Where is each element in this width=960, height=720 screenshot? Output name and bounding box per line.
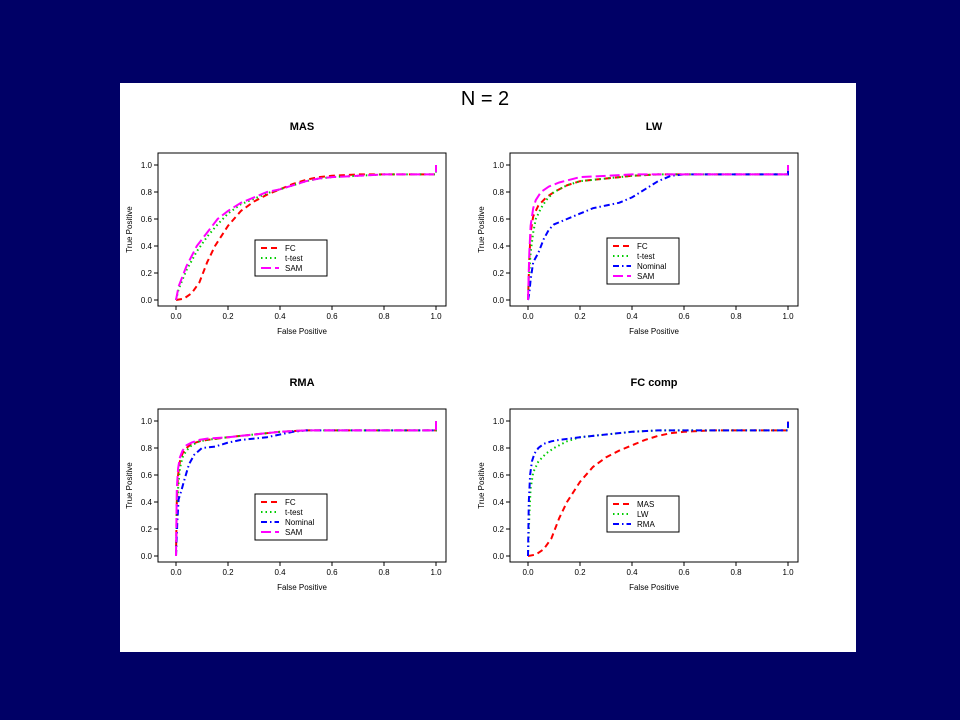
y-axis-label: True Positive <box>477 206 486 253</box>
legend-label: Nominal <box>637 262 667 271</box>
legend-label: FC <box>285 244 296 253</box>
legend-label: Nominal <box>285 518 315 527</box>
y-tick-label: 0.6 <box>141 215 153 224</box>
x-tick-label: 0.8 <box>378 312 390 321</box>
series-line-rma <box>527 421 789 557</box>
y-tick-label: 0.4 <box>141 498 153 507</box>
legend-label: t-test <box>285 508 304 517</box>
x-tick-label: 0.6 <box>678 568 690 577</box>
series-line-t-test <box>527 165 789 301</box>
y-tick-label: 0.4 <box>493 498 505 507</box>
series-line-sam <box>527 165 789 301</box>
series-line-sam <box>175 165 437 301</box>
y-tick-label: 1.0 <box>493 417 505 426</box>
y-axis-label: True Positive <box>125 206 134 253</box>
x-tick-label: 0.2 <box>222 568 234 577</box>
x-tick-label: 0.6 <box>326 568 338 577</box>
plot-frame <box>157 152 447 307</box>
legend-label: FC <box>637 242 648 251</box>
y-tick-label: 0.2 <box>141 269 153 278</box>
legend-label: MAS <box>637 500 654 509</box>
x-tick-label: 0.0 <box>522 312 534 321</box>
legend-label: LW <box>637 510 649 519</box>
figure-title: N = 2 <box>461 88 509 110</box>
legend-label: RMA <box>637 520 655 529</box>
y-tick-label: 0.0 <box>493 296 505 305</box>
x-tick-label: 0.8 <box>730 312 742 321</box>
roc-plot-1: MAS 0.0 0.2 0.4 0.6 0.8 1.0 0.0 0.2 0.4 0.6 0.8 1.0 F… <box>125 121 447 336</box>
x-tick-label: 0.0 <box>170 312 182 321</box>
y-tick-label: 0.8 <box>141 188 153 197</box>
x-tick-label: 1.0 <box>430 568 442 577</box>
x-tick-label: 0.6 <box>678 312 690 321</box>
series-line-mas <box>527 421 789 557</box>
plot-frame <box>509 152 799 307</box>
x-tick-label: 0.6 <box>326 312 338 321</box>
series-line-t-test <box>175 165 437 301</box>
y-tick-label: 0.4 <box>493 242 505 251</box>
plot-title: RMA <box>289 377 314 389</box>
x-tick-label: 0.2 <box>574 568 586 577</box>
x-tick-label: 0.4 <box>626 312 638 321</box>
y-tick-label: 0.0 <box>141 552 153 561</box>
roc-plot-2: LW 0.0 0.2 0.4 0.6 0.8 1.0 0.0 0.2 0.4 0.6 0.8 1.0 Fa… <box>477 121 799 336</box>
plot-title: FC comp <box>630 377 677 389</box>
x-tick-label: 0.4 <box>626 568 638 577</box>
plot-title: MAS <box>290 121 314 133</box>
y-tick-label: 0.6 <box>493 215 505 224</box>
legend-label: t-test <box>637 252 656 261</box>
x-tick-label: 0.2 <box>574 312 586 321</box>
y-tick-label: 0.6 <box>141 471 153 480</box>
x-tick-label: 0.4 <box>274 312 286 321</box>
y-tick-label: 0.2 <box>141 525 153 534</box>
x-tick-label: 0.0 <box>522 568 534 577</box>
y-tick-label: 0.0 <box>141 296 153 305</box>
y-tick-label: 1.0 <box>141 417 153 426</box>
figure-panel: N = 2 MAS 0.0 0.2 0.4 0.6 0.8 1.0 0.0 0.2 0.4 0.6 0… <box>120 83 856 652</box>
legend-label: SAM <box>285 264 303 273</box>
series-line-lw <box>527 421 789 557</box>
x-tick-label: 0.2 <box>222 312 234 321</box>
x-tick-label: 0.8 <box>730 568 742 577</box>
y-axis-label: True Positive <box>477 462 486 509</box>
y-tick-label: 1.0 <box>493 161 505 170</box>
x-tick-label: 1.0 <box>430 312 442 321</box>
y-tick-label: 0.0 <box>493 552 505 561</box>
plot-frame <box>509 408 799 563</box>
series-line-sam <box>175 421 437 557</box>
legend-label: SAM <box>285 528 303 537</box>
x-axis-label: False Positive <box>629 583 679 592</box>
y-tick-label: 0.8 <box>141 444 153 453</box>
legend-label: FC <box>285 498 296 507</box>
x-tick-label: 1.0 <box>782 568 794 577</box>
x-tick-label: 1.0 <box>782 312 794 321</box>
x-tick-label: 0.0 <box>170 568 182 577</box>
y-tick-label: 0.4 <box>141 242 153 251</box>
y-tick-label: 1.0 <box>141 161 153 170</box>
legend-label: t-test <box>285 254 304 263</box>
y-tick-label: 0.6 <box>493 471 505 480</box>
roc-figure: N = 2 MAS 0.0 0.2 0.4 0.6 0.8 1.0 0.0 0.2 0.4 0.6 0… <box>125 88 799 592</box>
x-tick-label: 0.8 <box>378 568 390 577</box>
legend-label: SAM <box>637 272 655 281</box>
series-line-fc <box>175 165 437 301</box>
roc-plot-3: RMA 0.0 0.2 0.4 0.6 0.8 1.0 0.0 0.2 0.4 0.6 0.8 1.0 F… <box>125 377 447 592</box>
x-tick-label: 0.4 <box>274 568 286 577</box>
x-axis-label: False Positive <box>629 327 679 336</box>
y-tick-label: 0.8 <box>493 444 505 453</box>
y-tick-label: 0.2 <box>493 269 505 278</box>
plot-title: LW <box>646 121 663 133</box>
plot-frame <box>157 408 447 563</box>
x-axis-label: False Positive <box>277 583 327 592</box>
y-axis-label: True Positive <box>125 462 134 509</box>
x-axis-label: False Positive <box>277 327 327 336</box>
y-tick-label: 0.8 <box>493 188 505 197</box>
roc-plot-4: FC comp 0.0 0.2 0.4 0.6 0.8 1.0 0.0 0.2 0.4 0.6 0.8… <box>477 377 799 592</box>
y-tick-label: 0.2 <box>493 525 505 534</box>
